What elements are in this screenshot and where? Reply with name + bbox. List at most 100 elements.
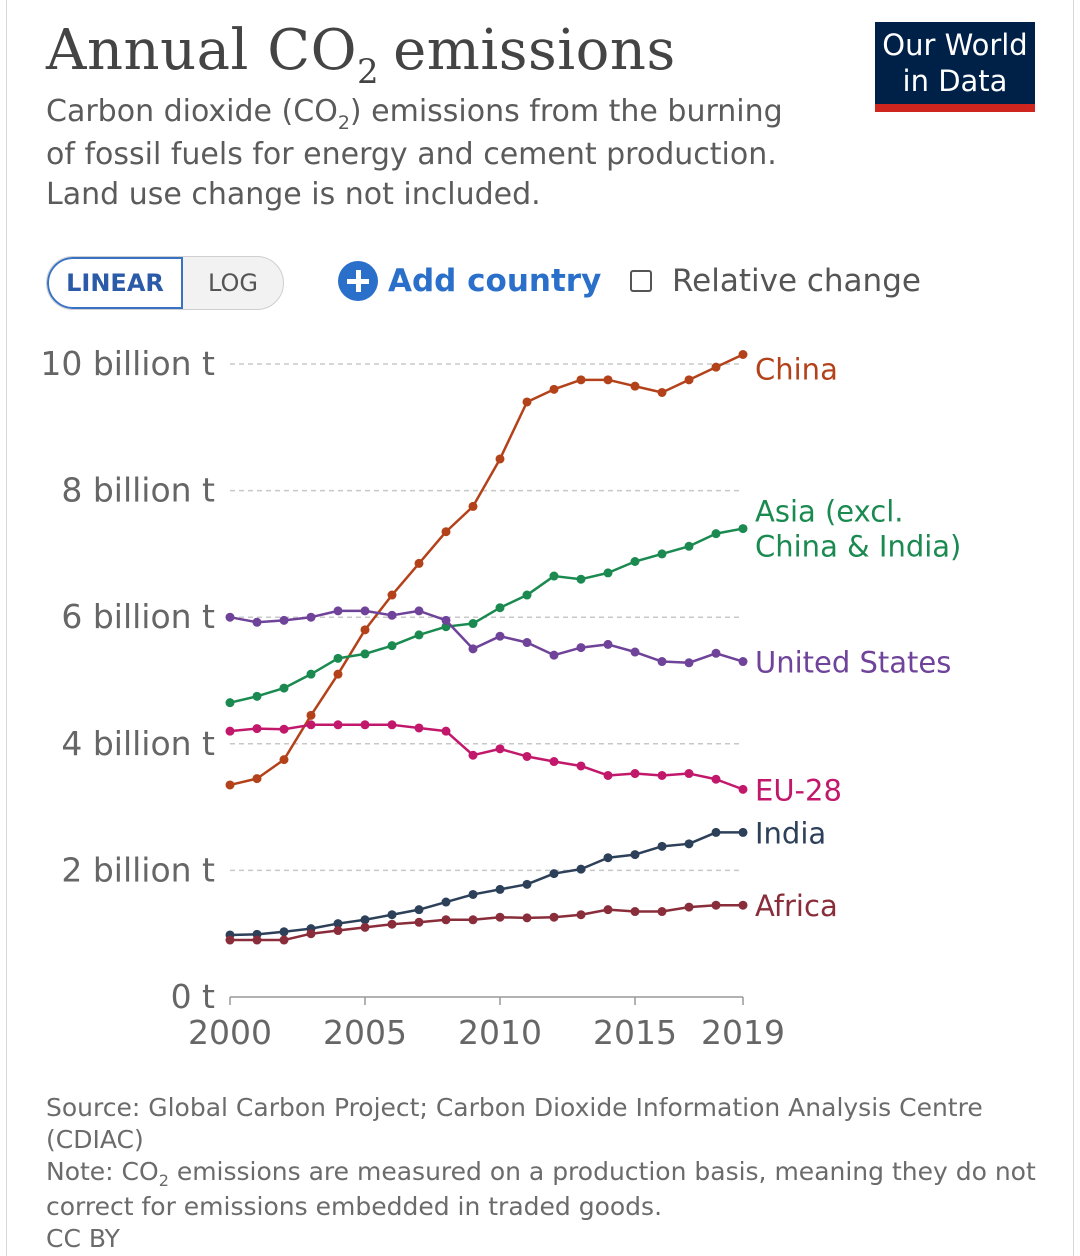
data-point: [495, 631, 505, 641]
series-end-label: China: [755, 353, 838, 387]
data-point: [630, 907, 640, 917]
data-point: [387, 720, 397, 730]
data-point: [441, 726, 451, 736]
owid-logo[interactable]: Our World in Data: [875, 22, 1035, 112]
data-point: [495, 603, 505, 613]
data-point: [252, 935, 262, 945]
line-chart: 0 t 2 billion t 4 billion t 6 billion t 8 bi…: [40, 344, 961, 1052]
note-subscript: 2: [158, 1171, 169, 1190]
note-text: Note: CO2 emissions are measured on a pr…: [46, 1156, 1046, 1223]
linear-scale-button[interactable]: LINEAR: [47, 257, 183, 309]
note-text-a: Note: CO: [46, 1157, 159, 1186]
data-point: [333, 606, 343, 616]
data-point: [414, 558, 424, 568]
data-point: [711, 900, 721, 910]
logo-accent-bar: [875, 104, 1035, 112]
data-point: [630, 769, 640, 779]
data-point: [549, 384, 559, 394]
data-point: [360, 720, 370, 730]
data-point: [252, 691, 262, 701]
data-point: [603, 375, 613, 385]
data-point: [711, 827, 721, 837]
data-point: [360, 915, 370, 925]
chart-subtitle: Carbon dioxide (CO2) emissions from the …: [46, 92, 806, 215]
series-line: [229, 353, 744, 787]
data-point: [576, 574, 586, 584]
data-point: [468, 644, 478, 654]
add-country-button[interactable]: Add country: [338, 258, 601, 304]
data-point: [441, 915, 451, 925]
data-point: [684, 769, 694, 779]
data-point: [387, 641, 397, 651]
y-tick-label: 0 t: [171, 977, 215, 1016]
series-end-label: China & India): [755, 530, 961, 564]
data-point: [549, 650, 559, 660]
data-point: [684, 658, 694, 668]
data-point: [495, 744, 505, 754]
log-scale-button[interactable]: LOG: [207, 269, 258, 297]
data-point: [576, 761, 586, 771]
data-point: [495, 912, 505, 922]
data-point: [225, 780, 235, 790]
relative-change-toggle[interactable]: Relative change: [630, 258, 921, 304]
subtitle-text-end: ) emissions from the burning of fossil f…: [46, 94, 783, 212]
data-point: [603, 905, 613, 915]
data-point: [684, 375, 694, 385]
data-point: [414, 917, 424, 927]
chart-title: Annual CO2 emissions: [46, 18, 676, 92]
data-point: [333, 926, 343, 936]
data-point: [684, 541, 694, 551]
data-point: [306, 612, 316, 622]
data-point: [603, 853, 613, 863]
plus-circle-icon: [338, 261, 378, 301]
series-end-label: Africa: [755, 889, 838, 923]
data-point: [333, 720, 343, 730]
data-point: [414, 606, 424, 616]
data-point: [522, 590, 532, 600]
data-point: [738, 784, 748, 794]
data-point: [630, 647, 640, 657]
series-end-label: United States: [755, 646, 951, 680]
data-point: [603, 639, 613, 649]
series-line: [229, 527, 744, 704]
data-point: [387, 610, 397, 620]
data-point: [522, 879, 532, 889]
data-point: [468, 619, 478, 629]
data-point: [468, 750, 478, 760]
data-point: [252, 724, 262, 734]
data-point: [387, 910, 397, 920]
data-point: [630, 381, 640, 391]
data-point: [414, 905, 424, 915]
data-point: [657, 907, 667, 917]
checkbox-icon[interactable]: [630, 270, 652, 292]
data-point: [522, 638, 532, 648]
series-end-label: India: [755, 816, 826, 850]
data-point: [549, 757, 559, 767]
data-point: [387, 590, 397, 600]
data-point: [684, 839, 694, 849]
data-point: [657, 549, 667, 559]
data-point: [225, 726, 235, 736]
data-point: [306, 720, 316, 730]
data-point: [549, 869, 559, 879]
data-point: [468, 501, 478, 511]
data-point: [603, 770, 613, 780]
data-point: [576, 864, 586, 874]
data-point: [279, 927, 289, 937]
x-tick-label: 2005: [323, 1013, 407, 1052]
title-text: Annual CO: [46, 18, 357, 83]
data-point: [603, 568, 613, 578]
add-country-label: Add country: [388, 263, 602, 299]
data-point: [306, 929, 316, 939]
data-point: [657, 770, 667, 780]
data-point: [333, 919, 343, 929]
data-point: [225, 698, 235, 708]
data-point: [522, 397, 532, 407]
y-tick-label: 8 billion t: [61, 471, 215, 510]
data-point: [468, 915, 478, 925]
data-point: [387, 919, 397, 929]
data-point: [306, 669, 316, 679]
data-point: [576, 375, 586, 385]
license-link[interactable]: CC BY: [46, 1224, 120, 1253]
data-point: [441, 527, 451, 537]
